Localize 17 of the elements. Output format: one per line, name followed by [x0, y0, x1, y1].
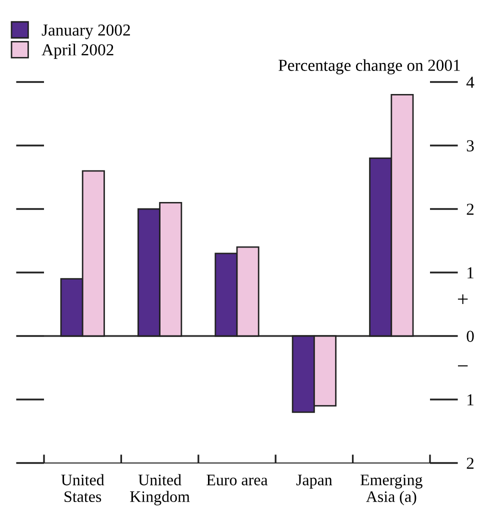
x-tick-label: Emerging Asia (a): [360, 474, 422, 506]
x-tick-label: Japan: [296, 474, 332, 489]
text: +: [458, 294, 468, 304]
y-tick-label: 1: [468, 267, 474, 278]
x-tick-label: United Kingdom: [130, 474, 190, 506]
y-tick-label: 4: [466, 76, 474, 88]
y-tick-label: 3: [466, 140, 474, 152]
y-axis-title: Percentage change on 2001: [278, 59, 460, 74]
x-tick-label: Euro area: [206, 474, 268, 486]
y-tick-label: 2: [466, 458, 474, 469]
legend-label: January 2002: [42, 24, 130, 40]
y-tick-label: 1: [468, 394, 474, 406]
legend-label: April 2002: [42, 44, 114, 59]
y-tick-label: 2: [466, 204, 474, 215]
text: −: [458, 365, 468, 366]
x-tick-label: United States: [61, 474, 104, 502]
y-tick-label: 0: [466, 330, 474, 342]
